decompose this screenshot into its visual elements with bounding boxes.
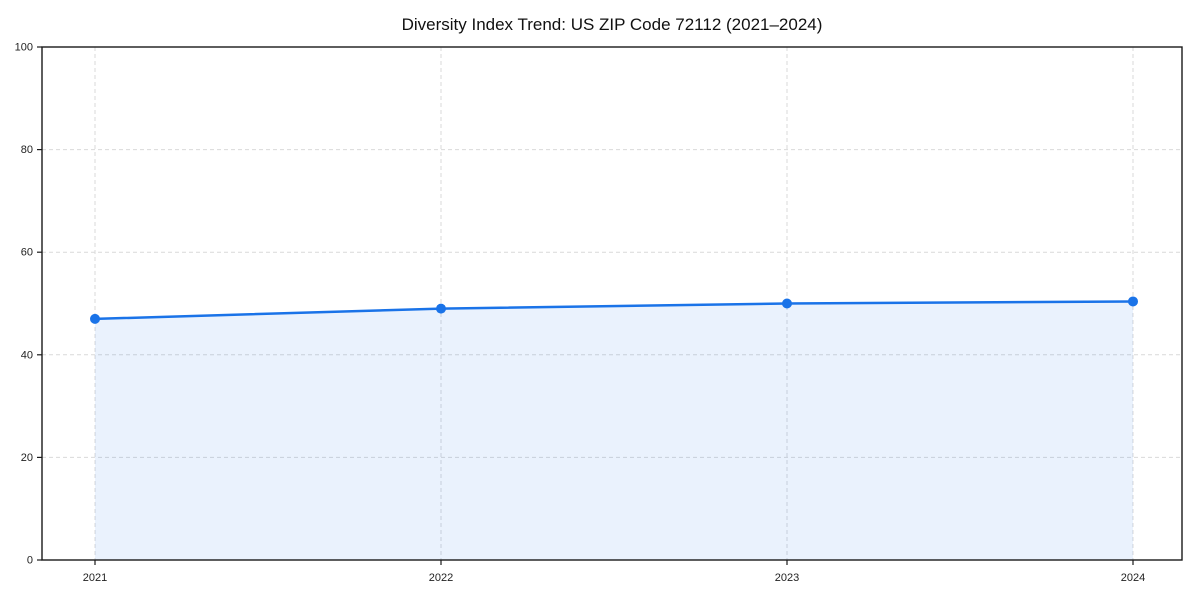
series-layer [90,296,1138,560]
y-tick-label-0: 0 [27,555,33,567]
x-tick-label-2024: 2024 [1121,572,1145,584]
y-tick-label-60: 60 [21,247,33,259]
chart-title: Diversity Index Trend: US ZIP Code 72112… [402,15,823,34]
data-point-2023 [782,298,792,309]
area-fill [95,301,1133,560]
trend-line [93,300,1135,321]
plot-border [41,46,1183,561]
y-tick-label-100: 100 [15,42,33,54]
x-tick-label-2022: 2022 [429,572,453,584]
labels-layer: 0 20 40 60 80 100 2021 2022 2023 2024 [15,42,1146,585]
data-point-2021 [90,313,100,324]
axes-layer [37,46,1183,565]
y-tick-label-40: 40 [21,349,33,361]
x-tick-label-2021: 2021 [83,572,107,584]
x-tick-label-2023: 2023 [775,572,799,584]
y-tick-label-20: 20 [21,452,33,464]
data-point-2024 [1128,296,1138,307]
y-tick-label-80: 80 [21,144,33,156]
grid-layer [42,47,1182,560]
data-point-2022 [436,303,446,314]
